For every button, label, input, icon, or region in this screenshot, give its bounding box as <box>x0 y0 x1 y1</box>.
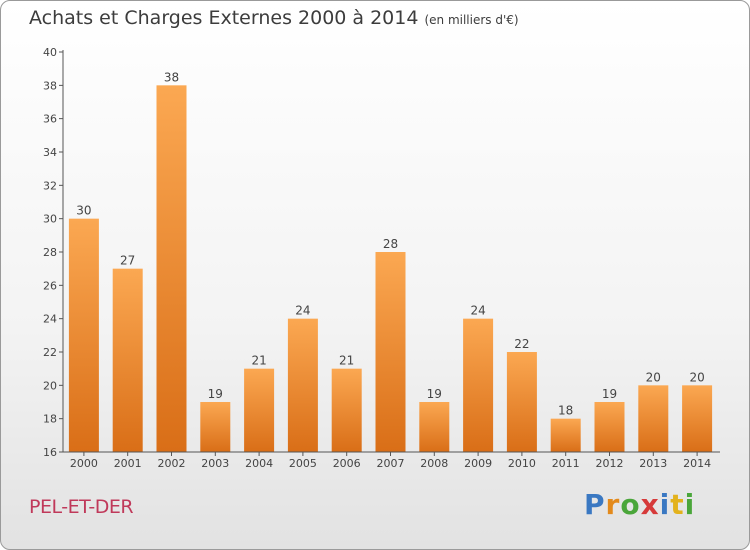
logo-letter: o <box>620 488 641 521</box>
y-tick-label: 28 <box>43 246 57 259</box>
chart-title: Achats et Charges Externes 2000 à 2014 (e… <box>29 7 519 29</box>
bar-2012 <box>594 402 625 452</box>
bar-value-label: 18 <box>558 404 573 418</box>
x-tick-label: 2004 <box>245 457 273 470</box>
x-tick-label: 2009 <box>464 457 492 470</box>
logo-letter: t <box>670 488 685 521</box>
y-axis: 16 18 20 22 24 26 28 30 32 34 36 38 40 <box>43 46 64 459</box>
chart-subtitle: (en milliers d'€) <box>424 13 519 27</box>
y-tick-label: 24 <box>43 313 57 326</box>
bar-value-label: 30 <box>76 204 91 218</box>
y-tick-label: 20 <box>43 379 57 392</box>
x-tick-label: 2008 <box>420 457 448 470</box>
x-tick-label: 2011 <box>552 457 580 470</box>
y-tick-label: 32 <box>43 179 57 192</box>
logo-letter: i <box>659 488 671 521</box>
bar-2003 <box>200 402 231 452</box>
y-tick-label: 16 <box>43 446 57 459</box>
bar-2004 <box>244 368 275 452</box>
bar-value-label: 22 <box>514 337 529 351</box>
logo-letter: P <box>584 488 606 521</box>
location-name: PEL-ET-DER <box>29 496 134 518</box>
bar-value-label: 19 <box>602 387 617 401</box>
bar-2010 <box>506 352 537 452</box>
bar-value-label: 38 <box>164 70 179 84</box>
bar-value-label: 24 <box>470 304 485 318</box>
proxiti-logo: Proxiti <box>584 488 695 521</box>
bar-value-label: 20 <box>689 370 704 384</box>
bar-value-label: 21 <box>339 354 354 368</box>
bars: 30 27 38 19 21 24 21 28 19 24 22 18 19 20 20 <box>68 70 713 452</box>
y-tick-label: 18 <box>43 413 57 426</box>
x-axis: 2000 2001 2002 2003 2004 2005 2006 2007 2008 2009… <box>63 451 720 470</box>
x-tick-label: 2001 <box>114 457 142 470</box>
bar-value-label: 20 <box>646 370 661 384</box>
bar-2006 <box>331 368 362 452</box>
chart-title-text: Achats et Charges Externes 2000 à 2014 <box>29 7 419 29</box>
bar-2002 <box>156 85 187 452</box>
bar-2013 <box>638 385 669 452</box>
bar-value-label: 21 <box>251 354 266 368</box>
bar-2009 <box>463 318 494 452</box>
logo-letter: i <box>684 488 696 521</box>
y-tick-label: 34 <box>43 146 57 159</box>
bar-2008 <box>419 402 450 452</box>
bar-value-label: 19 <box>208 387 223 401</box>
bar-value-label: 19 <box>427 387 442 401</box>
logo-letter: r <box>605 488 621 521</box>
bar-value-label: 24 <box>295 304 310 318</box>
bar-2000 <box>68 218 99 452</box>
x-tick-label: 2007 <box>377 457 405 470</box>
bar-2001 <box>112 268 143 452</box>
bar-2011 <box>550 418 581 452</box>
bar-value-label: 27 <box>120 254 135 268</box>
bar-2014 <box>682 385 713 452</box>
y-tick-label: 40 <box>43 46 57 59</box>
y-tick-label: 30 <box>43 213 57 226</box>
x-tick-label: 2010 <box>508 457 536 470</box>
x-tick-label: 2002 <box>158 457 186 470</box>
x-tick-label: 2012 <box>596 457 624 470</box>
x-tick-label: 2014 <box>683 457 711 470</box>
x-tick-label: 2003 <box>201 457 229 470</box>
x-tick-label: 2006 <box>333 457 361 470</box>
bar-2007 <box>375 252 406 452</box>
x-tick-label: 2005 <box>289 457 317 470</box>
y-tick-label: 36 <box>43 113 57 126</box>
y-tick-label: 26 <box>43 279 57 292</box>
y-tick-label: 38 <box>43 79 57 92</box>
x-tick-label: 2013 <box>639 457 667 470</box>
y-tick-label: 22 <box>43 346 57 359</box>
logo-letter: x <box>640 488 660 521</box>
bar-value-label: 28 <box>383 237 398 251</box>
bar-2005 <box>287 318 318 452</box>
x-tick-label: 2000 <box>70 457 98 470</box>
